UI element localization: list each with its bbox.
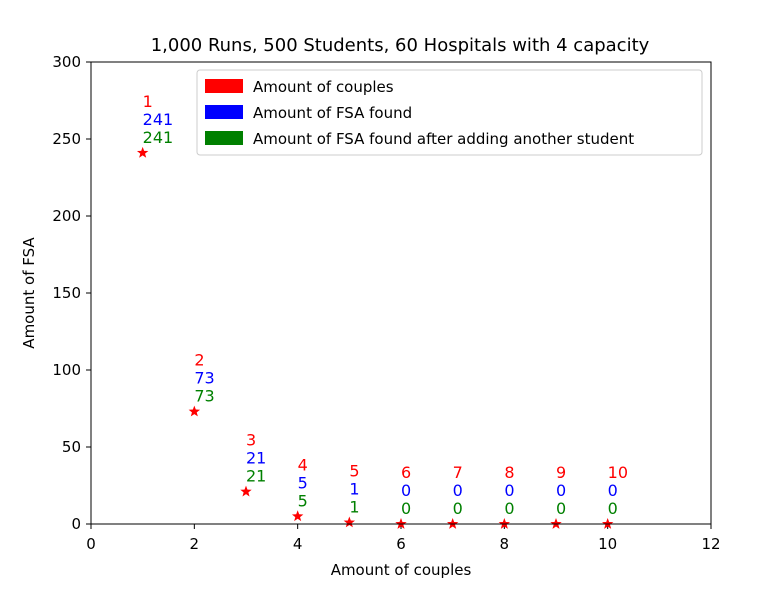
annotation-fsa: 0 bbox=[401, 481, 411, 500]
x-tick-label: 0 bbox=[86, 535, 96, 553]
legend-label: Amount of FSA found after adding another… bbox=[253, 130, 634, 148]
data-point bbox=[550, 518, 562, 529]
annotation-fsa: 5 bbox=[298, 473, 308, 492]
x-tick-label: 2 bbox=[190, 535, 200, 553]
annotation-couples: 9 bbox=[556, 463, 566, 482]
y-tick-label: 200 bbox=[52, 207, 81, 225]
x-tick-label: 12 bbox=[701, 535, 720, 553]
annotation-fsa-after: 0 bbox=[556, 499, 566, 518]
y-tick-label: 150 bbox=[52, 284, 81, 302]
annotation-fsa-after: 241 bbox=[143, 128, 174, 147]
legend-swatch bbox=[205, 105, 243, 119]
data-point bbox=[446, 518, 459, 529]
data-point bbox=[601, 518, 614, 529]
y-tick-label: 0 bbox=[71, 515, 81, 533]
data-point bbox=[291, 510, 304, 522]
annotation-fsa-after: 73 bbox=[194, 387, 214, 406]
legend-box bbox=[196, 69, 703, 156]
annotation-couples: 3 bbox=[246, 431, 256, 450]
x-tick-label: 8 bbox=[500, 535, 510, 553]
data-point bbox=[188, 405, 201, 417]
legend-label: Amount of couples bbox=[253, 78, 394, 96]
annotation-fsa-after: 0 bbox=[504, 499, 514, 518]
y-tick-label: 50 bbox=[62, 438, 81, 456]
legend-swatch bbox=[205, 79, 243, 93]
annotation-couples: 10 bbox=[608, 463, 628, 482]
x-tick-label: 6 bbox=[396, 535, 406, 553]
annotation-fsa-after: 21 bbox=[246, 467, 266, 486]
annotation-fsa: 241 bbox=[143, 110, 174, 129]
annotation-couples: 8 bbox=[504, 463, 514, 482]
y-axis-label: Amount of FSA bbox=[20, 237, 38, 349]
legend: Amount of couples Amount of FSA found Amou… bbox=[196, 69, 703, 156]
y-tick-label: 300 bbox=[52, 53, 81, 71]
legend-label: Amount of FSA found bbox=[253, 104, 412, 122]
x-tick-label: 4 bbox=[293, 535, 303, 553]
chart-title: 1,000 Runs, 500 Students, 60 Hospitals w… bbox=[151, 35, 650, 56]
axes-frame bbox=[90, 61, 712, 525]
annotation-fsa: 21 bbox=[246, 449, 266, 468]
annotation-fsa-after: 0 bbox=[453, 499, 463, 518]
legend-swatch bbox=[205, 131, 243, 145]
y-tick-label: 100 bbox=[52, 361, 81, 379]
annotation-fsa-after: 5 bbox=[298, 491, 308, 510]
annotation-fsa: 0 bbox=[608, 481, 618, 500]
annotation-couples: 7 bbox=[453, 463, 463, 482]
plot-area: 0 2 4 6 8 10 120501001502002503001241241273733… bbox=[52, 53, 720, 553]
data-point bbox=[498, 518, 511, 529]
annotation-fsa-after: 1 bbox=[349, 497, 359, 516]
x-axis-label: Amount of couples bbox=[331, 561, 472, 579]
data-point bbox=[343, 516, 356, 528]
annotation-fsa: 1 bbox=[349, 479, 359, 498]
annotation-couples: 1 bbox=[143, 92, 153, 111]
annotation-fsa: 0 bbox=[453, 481, 463, 500]
annotation-couples: 6 bbox=[401, 463, 411, 482]
y-tick-label: 250 bbox=[52, 130, 81, 148]
annotation-fsa: 73 bbox=[194, 369, 214, 388]
annotation-fsa: 0 bbox=[504, 481, 514, 500]
data-point bbox=[240, 485, 252, 497]
annotation-couples: 2 bbox=[194, 351, 204, 370]
x-tick-label: 10 bbox=[598, 535, 617, 553]
data-point bbox=[136, 146, 149, 158]
annotation-fsa-after: 0 bbox=[401, 499, 411, 518]
annotation-fsa: 0 bbox=[556, 481, 566, 500]
annotation-fsa-after: 0 bbox=[608, 499, 618, 518]
annotation-couples: 5 bbox=[349, 461, 359, 480]
annotation-couples: 4 bbox=[298, 455, 308, 474]
data-point bbox=[395, 518, 407, 529]
